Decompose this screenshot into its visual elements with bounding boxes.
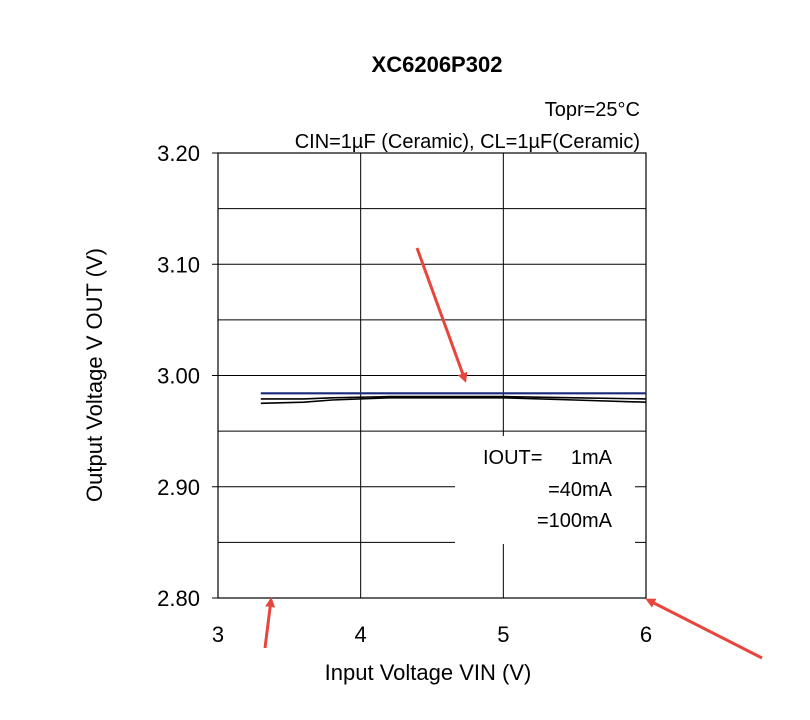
x-axis-label: Input Voltage VIN (V) [325, 660, 532, 685]
annotation-arrow-xmin [263, 597, 276, 649]
series-line-100mA [260, 396, 647, 405]
y-tick-label-4: 3.20 [157, 141, 200, 166]
y-tick-label-1: 2.90 [157, 475, 200, 500]
legend-entry-40mA: =40mA [548, 479, 613, 501]
annotation-arrow-xmax [645, 598, 763, 660]
x-tick-label-3: 6 [640, 622, 652, 647]
x-tick-label-2: 5 [497, 622, 509, 647]
grid [218, 153, 646, 598]
legend-header: IOUT= [483, 447, 542, 469]
y-tick-label-3: 3.10 [157, 252, 200, 277]
y-tick-label-0: 2.80 [157, 586, 200, 611]
x-tick-label-1: 4 [355, 622, 367, 647]
legend-box [455, 436, 635, 544]
capacitor-condition: CIN=1µF (Ceramic), CL=1µF(Ceramic) [295, 131, 640, 153]
annotation-arrow-series [415, 247, 468, 383]
chart-title: XC6206P302 [372, 52, 503, 77]
series-layer [260, 392, 647, 405]
y-tick-label-2: 3.00 [157, 364, 200, 389]
x-tick-label-0: 3 [212, 622, 224, 647]
legend-entry-100mA: =100mA [537, 510, 613, 532]
y-tick-labels: 2.80 2.90 3.00 3.10 3.20 [157, 141, 218, 611]
y-axis-label: Output Voltage V OUT (V) [82, 248, 107, 502]
x-tick-labels: 3 4 5 6 [212, 622, 652, 647]
temperature-condition: Topr=25°C [545, 99, 640, 121]
series-line-40mA [260, 395, 647, 400]
legend-entry-1mA: 1mA [571, 447, 613, 469]
